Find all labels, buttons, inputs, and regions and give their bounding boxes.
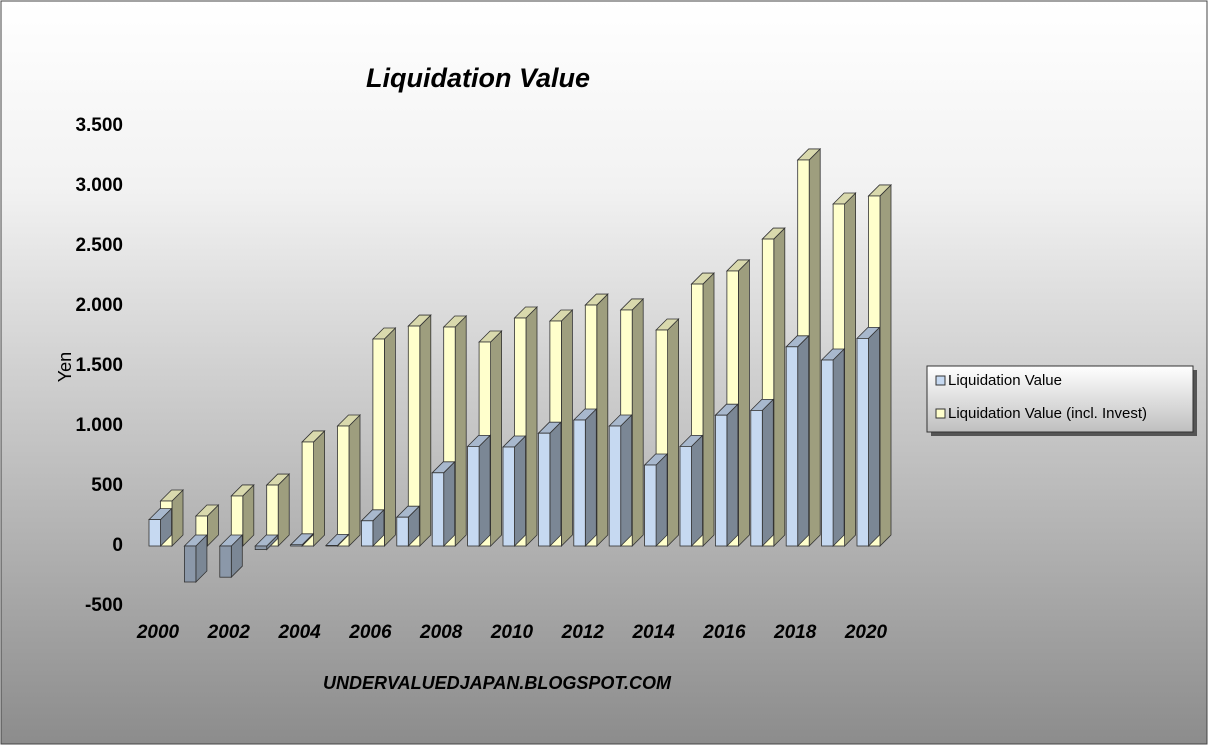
bar-side [797,334,810,547]
x-tick-label: 2002 [207,622,251,643]
bar-side [844,192,856,547]
bar [821,359,834,547]
y-tick-label: 1.500 [75,355,123,376]
bar-side [348,414,361,547]
bar [691,283,704,547]
bar [183,545,197,583]
bar [360,520,374,547]
bar-side [773,227,786,547]
bar-side [808,147,821,547]
bar-side [691,434,703,547]
y-tick-label: 3.000 [75,175,123,196]
bar-side [443,460,456,547]
x-tick-label: 2010 [490,622,534,643]
bar-side [726,403,739,547]
bar-side [490,330,503,547]
x-tick-label: 2000 [136,622,180,643]
x-tick-label: 2006 [348,622,392,643]
x-tick-label: 2014 [631,622,675,643]
bar [856,337,869,547]
bar-side [667,318,679,547]
bar [785,346,799,547]
bar [325,545,338,547]
bar-side [419,314,432,547]
bar-side [383,327,396,547]
bar [715,414,728,547]
x-tick-label: 2004 [277,622,321,643]
x-tick-label: 2018 [773,622,817,643]
bar-side [549,421,562,547]
bar [538,432,551,547]
bar-side [631,297,644,547]
bar-side [702,272,715,547]
bar [573,419,586,547]
bar [266,484,279,547]
legend-swatch [935,408,946,419]
y-axis-label: Yen [55,352,75,382]
legend-label: Liquidation Value (incl. Invest) [948,405,1147,422]
y-tick-label: 1.000 [75,415,123,436]
bar-side [868,326,880,547]
bar-side [277,473,290,547]
bar [502,446,515,547]
bar-side [478,434,491,547]
bar [443,326,456,547]
y-tick-label: 0 [112,535,123,556]
bar-side [561,309,573,547]
bar [337,425,350,547]
bar-side [738,258,750,547]
legend-swatch [935,375,946,386]
bar [514,317,527,547]
bar [254,545,268,550]
bar [655,329,668,547]
y-tick-label: 2.500 [75,235,123,256]
y-tick-label: 3.500 [75,115,123,136]
bar-side [596,293,609,547]
bar [467,445,480,547]
bar [431,472,445,547]
bar-side [655,453,668,547]
bar [301,441,315,547]
bar [396,516,409,547]
bar-side [454,315,467,547]
y-tick-label: 2.000 [75,295,123,316]
bar [750,409,763,547]
footer: UNDERVALUEDJAPAN.BLOGSPOT.COM [323,673,672,693]
legend-box [926,365,1194,433]
x-tick-label: 2020 [844,622,888,643]
bar [219,545,232,578]
chart-title: Liquidation Value [366,63,590,93]
bar-side [832,348,845,547]
x-tick-label: 2008 [419,622,463,643]
bar [761,238,775,547]
bar [372,338,385,547]
bar-side [313,429,326,547]
bar-side [584,408,597,547]
bar [679,445,692,547]
legend-label: Liquidation Value [948,372,1062,389]
bar-side [620,414,633,547]
y-tick-label: 500 [91,475,123,496]
x-tick-label: 2012 [561,622,605,643]
legend: Liquidation Value Liquidation Value (incl… [926,365,1197,436]
x-tick-label: 2016 [702,622,746,643]
bar [148,519,161,547]
bar-side [514,435,526,547]
bar [644,464,657,547]
bar-side [879,183,892,547]
bar [608,425,622,547]
bar [290,544,303,547]
y-tick-label: -500 [85,595,123,616]
bar-side [761,398,774,547]
bar [407,325,421,547]
bar-side [525,306,538,547]
